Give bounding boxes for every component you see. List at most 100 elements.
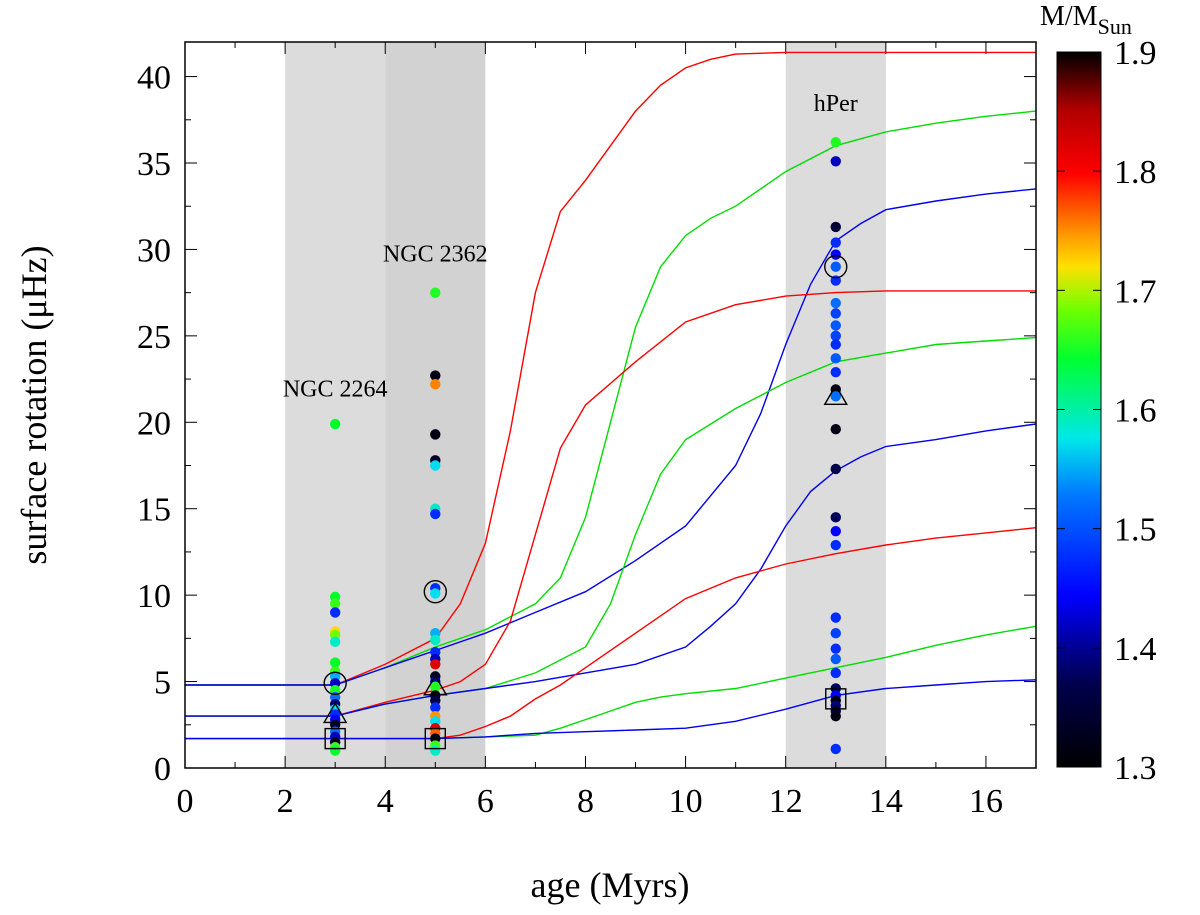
y-tick-label: 25 (137, 319, 171, 356)
x-axis-label: age (Myrs) (531, 865, 690, 905)
star-point (830, 627, 841, 639)
star-point (830, 330, 841, 342)
star-point (329, 418, 341, 430)
highlight-markers (322, 255, 848, 750)
circle-marker (323, 671, 347, 695)
model-curve (185, 110, 1036, 686)
square-marker (424, 727, 446, 750)
star-point (830, 612, 841, 623)
star-point (830, 237, 841, 248)
y-tick-label: 20 (137, 405, 171, 442)
star-point (329, 607, 341, 618)
model-curve (185, 51, 1036, 686)
star-point (830, 366, 841, 378)
star-point (830, 339, 841, 350)
y-tick-label: 35 (137, 146, 171, 183)
cluster-label: NGC 2264 (283, 376, 388, 402)
x-tick-label: 6 (477, 783, 494, 820)
star-point (430, 287, 441, 298)
triangle-marker (823, 383, 848, 406)
star-point (430, 702, 441, 713)
star-point (430, 659, 441, 670)
star-point (329, 598, 341, 609)
star-point (830, 643, 841, 654)
model-curve (185, 679, 1036, 740)
square-marker (324, 727, 346, 750)
cluster-label: NGC 2362 (383, 242, 488, 268)
star-point (430, 634, 441, 646)
star-point (830, 297, 841, 309)
star-point (430, 745, 441, 756)
colorbar-tick-label: 1.7 (1114, 273, 1157, 310)
colorbar-tick-label: 1.3 (1114, 750, 1157, 787)
x-tick-label: 0 (177, 783, 194, 820)
star-point (329, 636, 341, 648)
x-tick-label: 14 (869, 783, 903, 820)
star-point (430, 460, 441, 471)
x-tick-label: 12 (769, 783, 803, 820)
star-point (830, 156, 841, 167)
x-tick-label: 4 (377, 783, 394, 820)
star-point (830, 221, 841, 233)
star-point (830, 525, 841, 537)
star-point (830, 353, 841, 364)
star-point (830, 424, 841, 435)
plot-frame (184, 41, 1037, 769)
square-marker (825, 688, 847, 710)
colorbar: 1.3 1.4 1.5 1.6 1.7 1.8 1.9 M/MSun (1040, 1, 1157, 787)
y-axis-label: surface rotation (μHz) (14, 245, 54, 564)
colorbar-tick-label: 1.5 (1114, 512, 1157, 549)
colorbar-ticks: 1.3 1.4 1.5 1.6 1.7 1.8 1.9 (1057, 35, 1157, 787)
x-tick-label: 10 (669, 783, 703, 820)
y-tick-label: 10 (137, 578, 171, 615)
star-point (830, 261, 841, 272)
circle-marker (423, 579, 447, 604)
y-tick-label: 30 (137, 232, 171, 269)
cluster-label: hPer (814, 91, 858, 117)
star-point (430, 379, 441, 390)
star-point (830, 249, 841, 260)
y-tick-label: 40 (137, 60, 171, 97)
star-point (830, 710, 841, 722)
x-tick-label: 2 (277, 783, 294, 820)
star-point (329, 657, 341, 668)
colorbar-title-main: M/M (1040, 1, 1098, 32)
x-tick-label: 8 (577, 783, 594, 820)
star-point (830, 463, 841, 475)
star-point (830, 743, 841, 755)
star-point (830, 308, 841, 319)
star-point (830, 667, 841, 679)
star-point (830, 137, 841, 148)
colorbar-title: M/MSun (1040, 1, 1132, 39)
model-curve (185, 527, 1036, 740)
colorbar-tick-label: 1.8 (1114, 154, 1157, 191)
cluster-labels: NGC 2264 NGC 2362 hPer (283, 91, 858, 402)
model-curve (185, 625, 1036, 740)
star-point (430, 429, 441, 440)
star-point (830, 539, 841, 551)
x-tick-labels: 0 2 4 6 8 10 12 14 16 (177, 783, 1003, 820)
colorbar-title-sub: Sun (1098, 14, 1132, 39)
colorbar-tick-label: 1.6 (1114, 393, 1157, 430)
star-point (430, 370, 441, 381)
x-tick-label: 16 (969, 783, 1003, 820)
star-point (430, 588, 441, 599)
star-point (329, 745, 341, 756)
colorbar-tick-label: 1.4 (1114, 631, 1157, 668)
colorbar-tick-label: 1.9 (1114, 35, 1157, 72)
y-tick-label: 15 (137, 492, 171, 529)
y-tick-label: 0 (154, 751, 171, 788)
triangle-marker (322, 702, 348, 724)
star-point (830, 391, 841, 402)
star-point (830, 653, 841, 665)
circle-marker (824, 255, 848, 279)
star-point (830, 512, 841, 523)
triangle-marker (423, 674, 448, 696)
y-tick-labels: 0 5 10 15 20 25 30 35 40 (137, 60, 171, 788)
star-point (830, 320, 841, 331)
star-point (430, 508, 441, 520)
star-point (430, 681, 441, 692)
y-tick-label: 5 (154, 665, 171, 702)
scatter-points (329, 137, 841, 756)
